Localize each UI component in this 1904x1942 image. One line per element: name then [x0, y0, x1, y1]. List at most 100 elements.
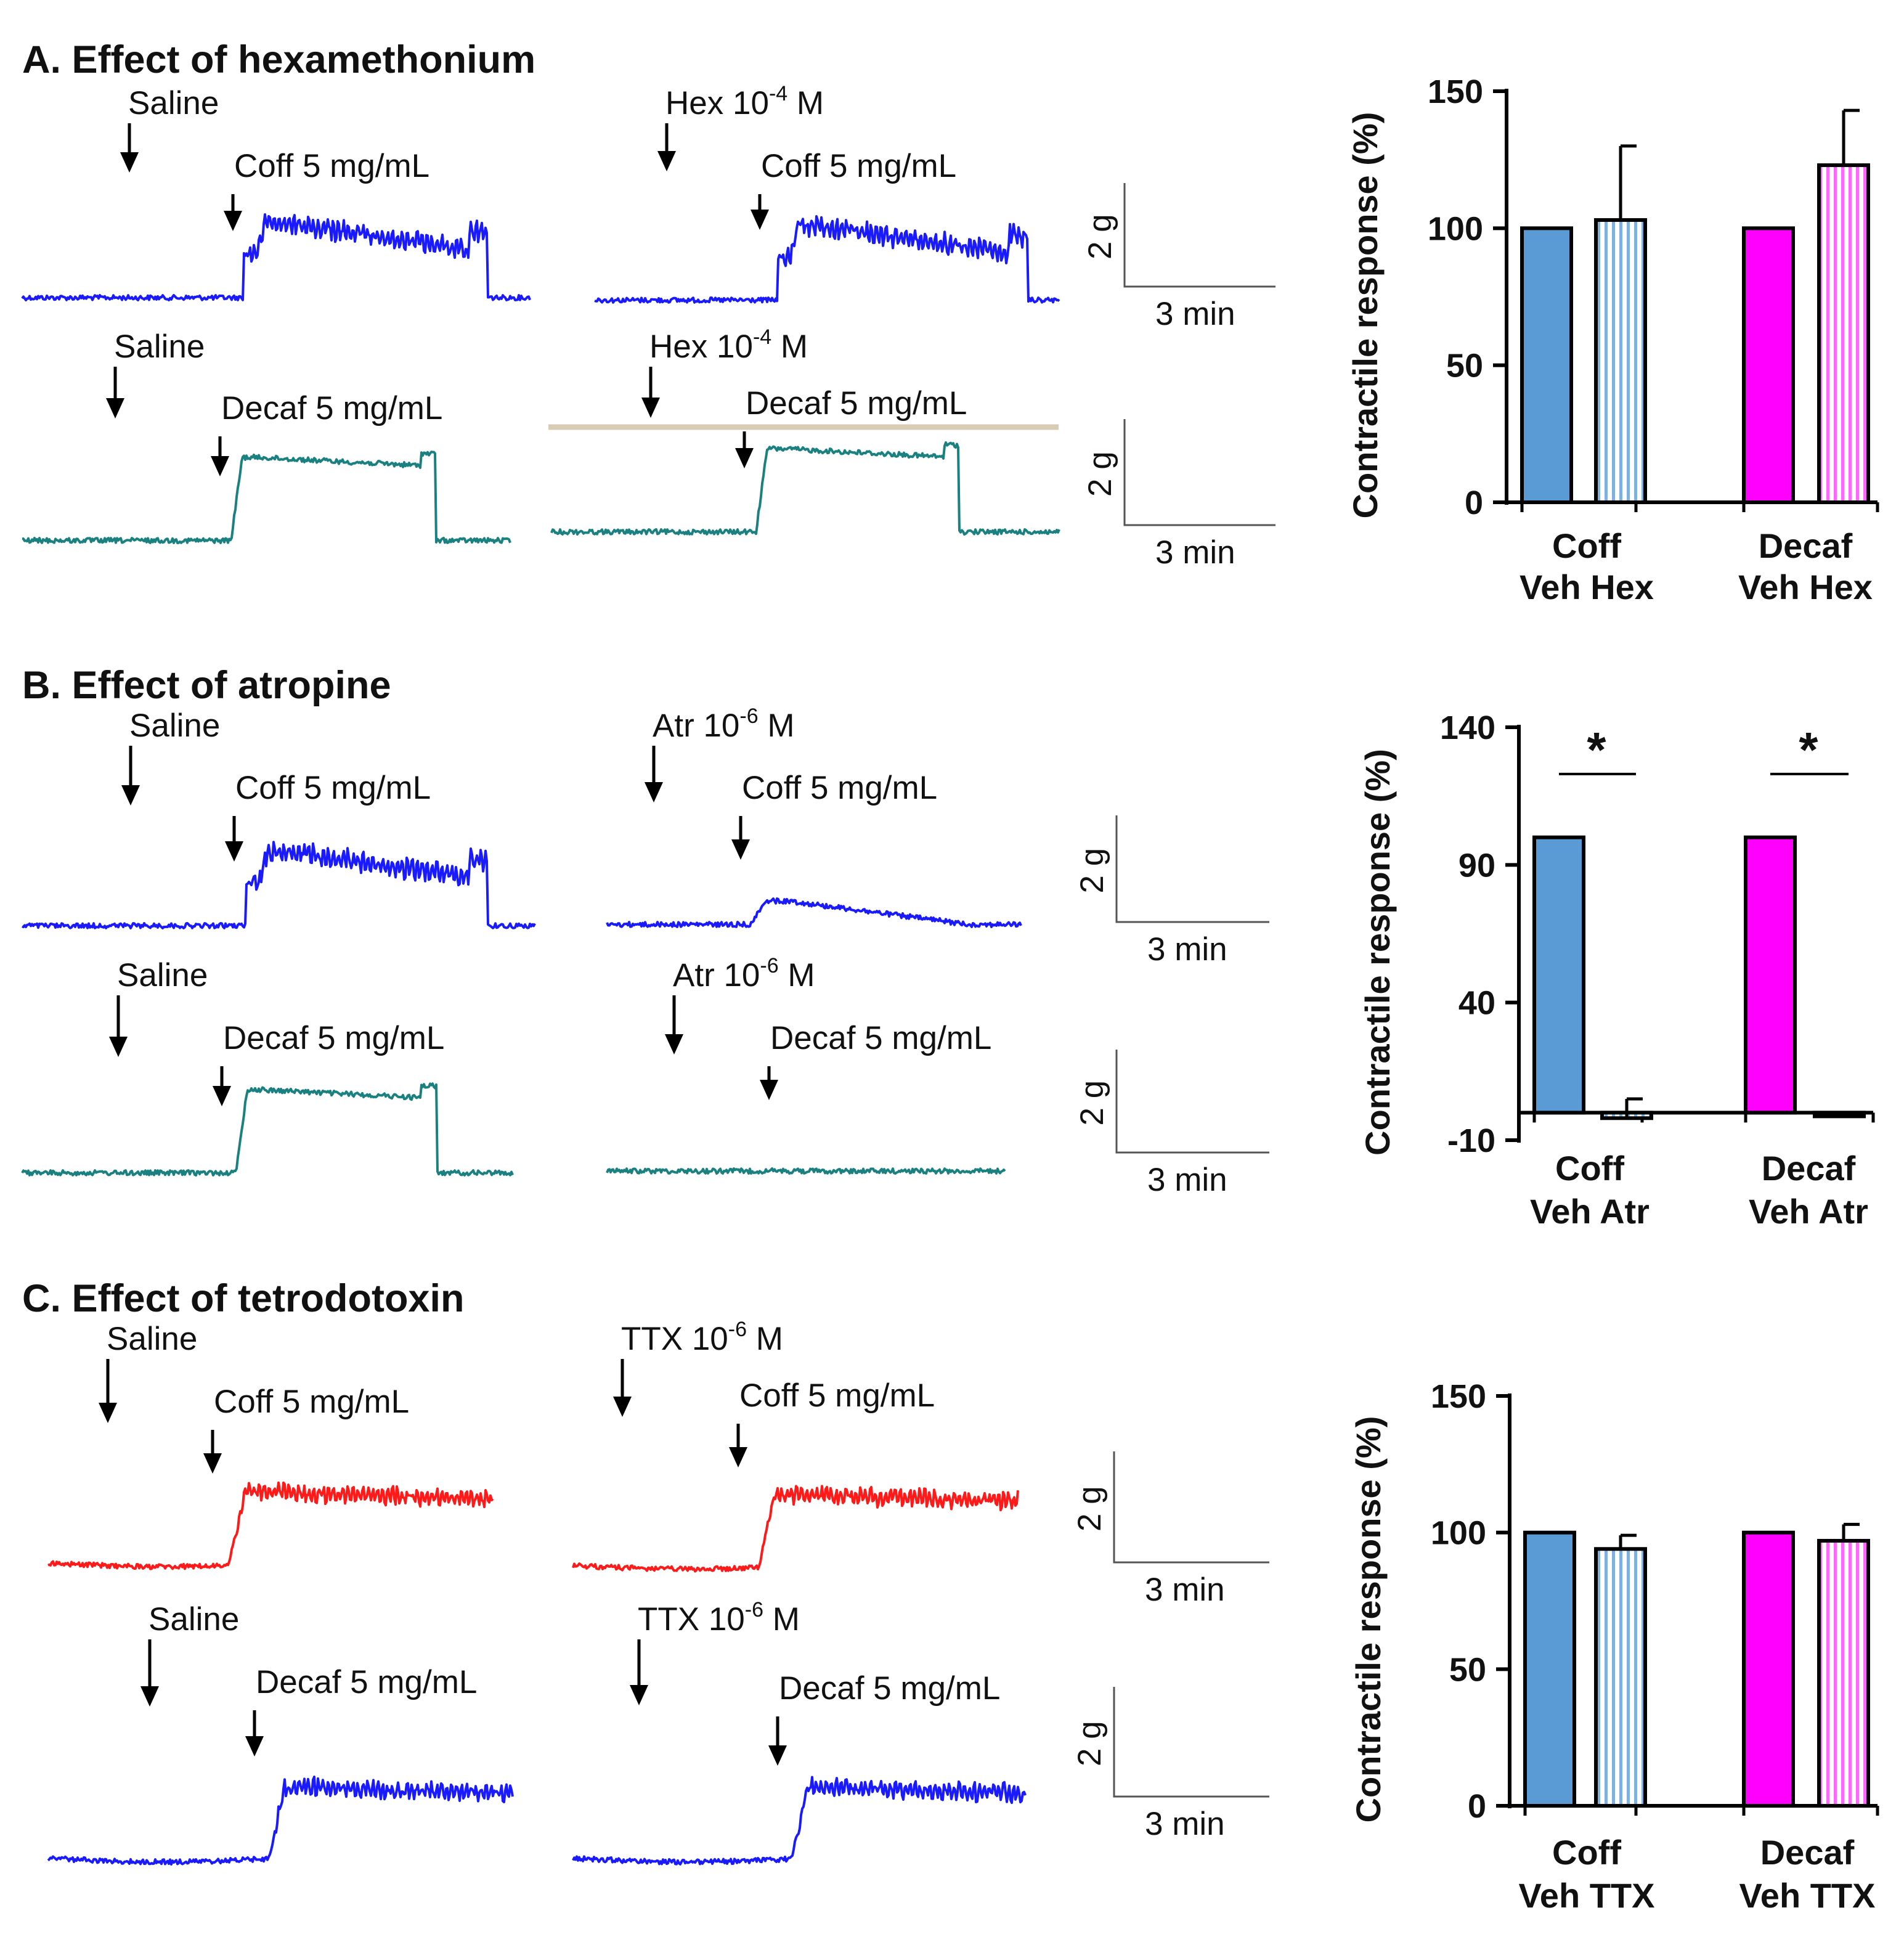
- coffee-label: Decaf 5 mg/mL: [221, 390, 442, 426]
- y-tick-label: 140: [1440, 709, 1495, 746]
- y-tick-label: 150: [1428, 73, 1483, 110]
- scale-horizontal-label: 3 min: [1145, 1572, 1225, 1608]
- trace-line: [594, 215, 1060, 304]
- arrow-icon: [245, 1710, 264, 1756]
- y-tick-label: 0: [1468, 1788, 1486, 1825]
- arrow-icon: [140, 1639, 159, 1707]
- coffee-label: Coff 5 mg/mL: [739, 1377, 935, 1414]
- y-axis-label: Contractile response (%): [1346, 112, 1385, 519]
- trace-line: [606, 1167, 1006, 1175]
- arrow-icon: [760, 1066, 778, 1100]
- section-title-a: A. Effect of hexamethonium: [22, 38, 535, 81]
- drug-label: Saline: [128, 85, 219, 121]
- y-axis-label: Contractile response (%): [1358, 749, 1397, 1156]
- group-sublabel: Veh Hex: [1520, 568, 1654, 606]
- drug-label: Saline: [114, 328, 205, 365]
- arrow-icon: [106, 367, 124, 418]
- drug-label: Hex 10-4 M: [665, 82, 824, 121]
- drug-label: TTX 10-6 M: [638, 1598, 800, 1638]
- y-tick-label: 100: [1428, 210, 1483, 247]
- significance-star: *: [1587, 722, 1606, 777]
- arrow-icon: [225, 816, 243, 862]
- trace-line: [21, 213, 531, 301]
- y-tick-label: 150: [1431, 1378, 1486, 1415]
- bar: [1532, 835, 1585, 1115]
- trace-line: [21, 1082, 514, 1177]
- trace-line: [550, 441, 1060, 536]
- group-label: Coff: [1552, 526, 1621, 565]
- arrow-icon: [645, 746, 663, 802]
- scale-bar: 2 g 3 min: [1074, 815, 1269, 968]
- bar-chart: -10 40 90 140 * * Coff Veh Atr Decaf Veh Atr Contr…: [1358, 709, 1875, 1231]
- y-tick-label: 40: [1459, 985, 1495, 1022]
- arrow-icon: [109, 995, 128, 1057]
- bar: [1520, 226, 1573, 504]
- bar: [1594, 218, 1647, 504]
- scale-vertical-label: 2 g: [1074, 848, 1110, 894]
- trace-line: [606, 897, 1022, 928]
- drug-label: Hex 10-4 M: [649, 325, 808, 365]
- bar: [1744, 835, 1797, 1115]
- scale-vertical-label: 2 g: [1074, 1080, 1110, 1126]
- trace-line: [22, 451, 511, 544]
- arrow-icon: [735, 431, 754, 468]
- coffee-label: Coff 5 mg/mL: [234, 148, 429, 184]
- group-label: Coff: [1555, 1149, 1624, 1188]
- y-axis-label: Contractile response (%): [1349, 1416, 1388, 1823]
- coffee-label: Coff 5 mg/mL: [214, 1384, 409, 1420]
- drug-label: Saline: [117, 957, 208, 993]
- arrow-icon: [99, 1359, 117, 1423]
- group-label: Decaf: [1762, 1149, 1856, 1188]
- drug-label: Atr 10-6 M: [673, 954, 815, 993]
- arrow-icon: [729, 1424, 747, 1467]
- drug-label: Atr 10-6 M: [653, 704, 795, 744]
- arrow-icon: [203, 1430, 222, 1474]
- scale-bar: 2 g 3 min: [1082, 183, 1275, 332]
- arrow-icon: [630, 1639, 648, 1705]
- group-label: Coff: [1552, 1833, 1621, 1872]
- scale-bar: 2 g 3 min: [1082, 419, 1275, 571]
- scale-vertical-label: 2 g: [1072, 1721, 1108, 1766]
- arrow-icon: [224, 194, 242, 231]
- arrow-icon: [768, 1716, 787, 1766]
- section-title-b: B. Effect of atropine: [22, 664, 391, 707]
- group-sublabel: Veh Atr: [1749, 1192, 1868, 1231]
- scale-bar: 2 g 3 min: [1072, 1687, 1269, 1842]
- trace-label-layer: Saline Coff 5 mg/mL Hex 10-4 M Coff 5 mg/mL…: [99, 82, 1000, 1766]
- bar: [1742, 1530, 1795, 1808]
- y-tick-label: 90: [1459, 847, 1495, 884]
- y-tick-label: 50: [1449, 1651, 1486, 1688]
- arrow-icon: [120, 123, 139, 173]
- bar: [1594, 1547, 1647, 1808]
- coffee-label: Decaf 5 mg/mL: [746, 385, 967, 422]
- trace-line: [47, 1481, 494, 1570]
- coffee-label: Coff 5 mg/mL: [742, 770, 937, 806]
- bar: [1813, 1111, 1866, 1119]
- y-tick-label: 100: [1431, 1515, 1486, 1552]
- y-tick-label: 0: [1465, 484, 1483, 521]
- drug-label: Saline: [107, 1321, 197, 1357]
- coffee-label: Coff 5 mg/mL: [761, 148, 956, 184]
- bar: [1742, 226, 1795, 504]
- scale-horizontal-label: 3 min: [1155, 534, 1235, 571]
- group-sublabel: Veh TTX: [1519, 1876, 1655, 1915]
- bar: [1817, 1538, 1870, 1808]
- drug-label: Saline: [129, 708, 220, 744]
- arrow-icon: [213, 1066, 231, 1106]
- arrow-icon: [731, 816, 750, 860]
- trace-layer: [21, 213, 1060, 1866]
- scale-horizontal-label: 3 min: [1145, 1806, 1225, 1842]
- trace-line: [572, 1776, 1027, 1866]
- scale-horizontal-label: 3 min: [1147, 931, 1227, 968]
- coffee-label: Decaf 5 mg/mL: [770, 1020, 991, 1056]
- arrow-icon: [751, 194, 769, 230]
- group-sublabel: Veh Atr: [1530, 1192, 1650, 1231]
- y-tick-label: -10: [1447, 1122, 1495, 1159]
- bar-chart: 0 50 100 150 Coff Veh TTX Decaf Veh TTX Contract…: [1349, 1378, 1879, 1915]
- arrow-icon: [657, 123, 676, 171]
- bar: [1523, 1530, 1576, 1808]
- arrow-icon: [211, 436, 229, 476]
- section-title-c: C. Effect of tetrodotoxin: [22, 1277, 464, 1320]
- scale-vertical-label: 2 g: [1082, 451, 1118, 497]
